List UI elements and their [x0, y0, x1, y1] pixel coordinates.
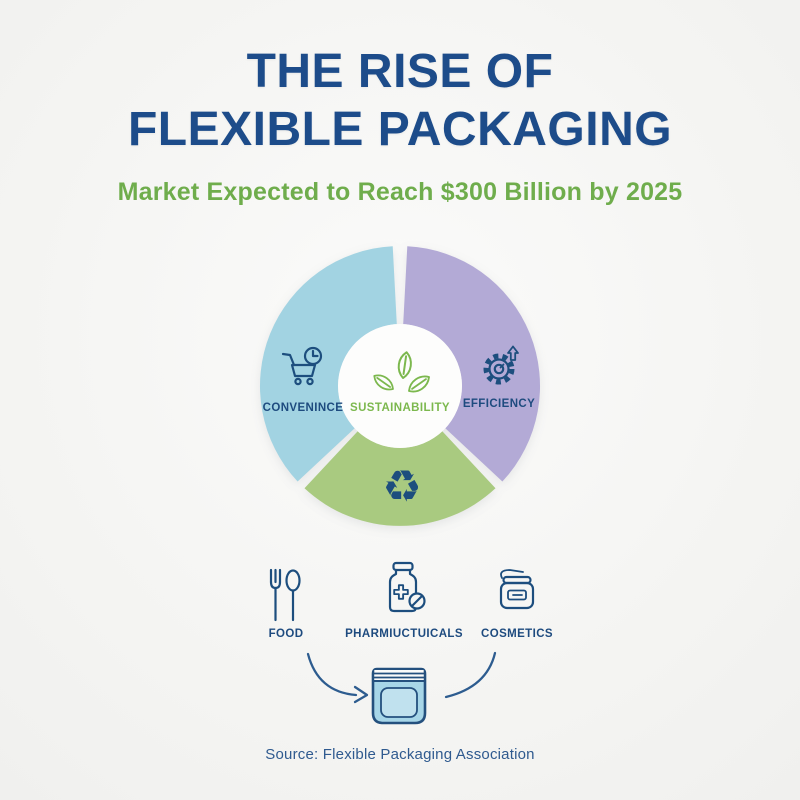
left-arrowhead — [353, 685, 369, 704]
gear-growth-icon — [483, 345, 519, 385]
segment-label-efficiency: EFFICIENCY — [462, 398, 536, 410]
recycle-icon: ♻ — [382, 462, 421, 513]
segment-label-convenience: CONVENINCE — [262, 402, 344, 414]
title-line-1: THE RISE OF — [246, 45, 554, 98]
donut-segment-convenience — [259, 246, 397, 482]
right-arrow — [444, 651, 497, 699]
segment-label-sustainability: SUSTAINABILITY — [350, 402, 450, 414]
subtitle: Market Expected to Reach $300 Billion by… — [117, 178, 683, 206]
app-label-cosmetics: COSMETICS — [481, 628, 553, 640]
cart-clock-icon — [281, 346, 323, 386]
title-line-2: FLEXIBLE PACKAGING — [127, 103, 673, 156]
left-arrow — [306, 652, 358, 697]
benefits-donut: ♻ — [259, 246, 541, 526]
pill-bottle-icon — [388, 561, 426, 613]
donut-segment-recyclability — [304, 431, 496, 526]
cosmetics-jar-icon — [499, 569, 535, 610]
app-label-food: FOOD — [268, 628, 304, 640]
donut-segment-efficiency — [403, 246, 541, 482]
flexible-pouch-icon — [371, 667, 427, 725]
donut-center-disc — [338, 324, 462, 448]
leaves-icon — [373, 351, 430, 393]
fork-spoon-icon — [269, 568, 301, 622]
app-label-pharmaceuticals: PHARMIUCTUICALS — [345, 628, 463, 640]
source-attribution: Source: Flexible Packaging Association — [265, 746, 535, 763]
